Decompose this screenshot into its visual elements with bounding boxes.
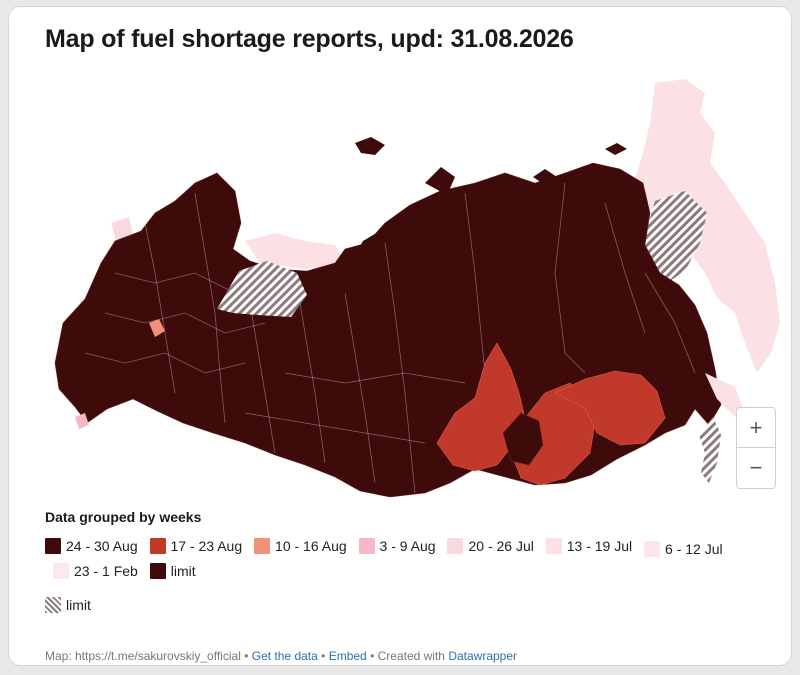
legend-swatch [644, 541, 661, 557]
legend: 24 - 30 Aug 17 - 23 Aug 10 - 16 Aug 3 - … [45, 535, 765, 585]
legend-swatch [149, 538, 166, 554]
legend-swatch [447, 538, 464, 554]
footer-separator: • [244, 649, 249, 663]
legend-swatch [254, 538, 271, 554]
region-north-coast-light[interactable] [245, 233, 345, 269]
zoom-in-button[interactable]: + [737, 408, 775, 448]
legend-item-8[interactable]: limit [149, 560, 196, 582]
legend-item-5[interactable]: 13 - 19 Jul [545, 535, 632, 557]
region-buryatia-dark[interactable] [502, 412, 544, 466]
region-sakhalin-hatch[interactable] [699, 417, 721, 483]
legend-swatch [45, 538, 61, 554]
chart-card: Map of fuel shortage reports, upd: 31.08… [8, 6, 792, 666]
island-wrangel[interactable] [605, 143, 627, 155]
region-pink[interactable] [75, 413, 89, 429]
legend-hatch-item[interactable]: limit [45, 597, 91, 613]
region-kuril-light[interactable] [705, 373, 745, 417]
region-far-east-light[interactable] [635, 79, 780, 373]
legend-title: Data grouped by weeks [45, 509, 202, 525]
region-borders [84, 182, 696, 494]
island-severnaya-zemlya[interactable] [425, 167, 455, 195]
island-new-siberian[interactable] [533, 169, 557, 185]
region-orange[interactable] [149, 319, 165, 337]
legend-item-1[interactable]: 17 - 23 Aug [149, 535, 242, 557]
legend-item-0[interactable]: 24 - 30 Aug [45, 535, 138, 557]
get-data-link[interactable]: Get the data [251, 649, 318, 663]
russia-map[interactable] [45, 73, 781, 513]
region-amur-red[interactable] [554, 370, 666, 446]
footer-separator: • [321, 649, 326, 663]
datawrapper-link[interactable]: Datawrapper [448, 649, 518, 663]
footer: Map: https://t.me/sakurovskiy_official •… [45, 649, 517, 663]
footer-source: Map: https://t.me/sakurovskiy_official [45, 649, 241, 663]
legend-item-7[interactable]: 23 - 1 Feb [53, 560, 138, 582]
zoom-controls: + − [736, 407, 776, 489]
embed-link[interactable]: Embed [328, 649, 367, 663]
region-irkutsk-red[interactable] [436, 342, 526, 472]
legend-item-3[interactable]: 3 - 9 Aug [358, 535, 436, 557]
hatch-swatch [45, 597, 61, 613]
legend-swatch [358, 538, 375, 554]
legend-item-4[interactable]: 20 - 26 Jul [447, 535, 534, 557]
legend-item-2[interactable]: 10 - 16 Aug [254, 535, 347, 557]
footer-separator: • [370, 649, 375, 663]
map-area[interactable]: + − [45, 73, 781, 513]
legend-swatch [545, 538, 562, 554]
zoom-out-button[interactable]: − [749, 455, 763, 480]
legend-item-6[interactable]: 6 - 12 Jul [644, 541, 723, 557]
legend-swatch [149, 563, 166, 579]
map-title: Map of fuel shortage reports, upd: 31.08… [45, 25, 574, 53]
region-kamchatka-hatch[interactable] [643, 191, 707, 283]
legend-swatch [53, 563, 69, 579]
island-franz-josef[interactable] [355, 137, 385, 155]
region-komi-hatch[interactable] [217, 261, 307, 317]
footer-created: Created with [377, 649, 445, 663]
island-novaya-zemlya[interactable] [345, 229, 383, 291]
